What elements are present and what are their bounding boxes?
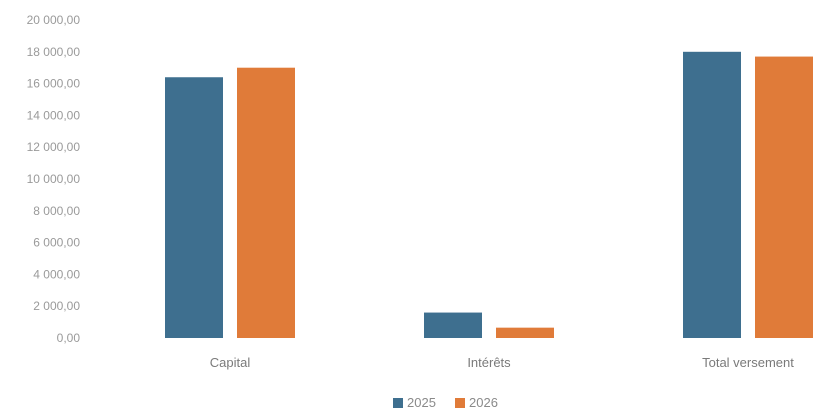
y-tick-label: 14 000,00 (27, 108, 81, 122)
x-tick-label: Capital (210, 355, 251, 370)
bar-2026-1 (496, 327, 554, 338)
y-tick-label: 20 000,00 (27, 13, 81, 27)
bar-2025-1 (424, 312, 482, 338)
y-axis: 0,00 2 000,00 4 000,00 6 000,00 8 000,00 10 0… (27, 13, 81, 345)
bar-2026-0 (237, 67, 295, 338)
y-tick-label: 4 000,00 (33, 267, 80, 281)
y-tick-label: 18 000,00 (27, 45, 81, 59)
x-tick-label: Intérêts (467, 355, 511, 370)
y-tick-label: 6 000,00 (33, 236, 80, 250)
x-tick-label: Total versement (702, 355, 794, 370)
legend-label: 2026 (469, 395, 498, 410)
legend-swatch (393, 398, 403, 408)
y-tick-label: 10 000,00 (27, 172, 81, 186)
bar-2025-0 (165, 77, 223, 339)
y-tick-label: 16 000,00 (27, 77, 81, 91)
x-axis: Capital Intérêts Total versement (210, 355, 795, 370)
legend: 2025 2026 (393, 395, 498, 410)
y-tick-label: 2 000,00 (33, 299, 80, 313)
legend-swatch (455, 398, 465, 408)
y-tick-label: 0,00 (57, 331, 81, 345)
plot-area (165, 51, 813, 339)
legend-label: 2025 (407, 395, 436, 410)
y-tick-label: 12 000,00 (27, 140, 81, 154)
bar-2026-2 (755, 56, 813, 338)
y-tick-label: 8 000,00 (33, 204, 80, 218)
bar-2025-2 (683, 51, 741, 339)
